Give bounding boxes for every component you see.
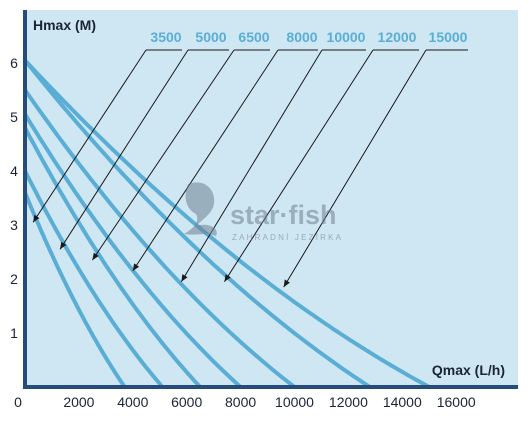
watermark-brand: star·fish bbox=[230, 200, 337, 230]
x-tick-label: 8000 bbox=[225, 394, 256, 410]
y-tick-label: 5 bbox=[10, 109, 18, 125]
legend-label-12000: 12000 bbox=[378, 29, 417, 45]
tick-labels-group: 1 2 3 4 5 6 0 2000 4000 6000 8000 10000 12000 14000 16… bbox=[10, 17, 505, 410]
leader-arrowhead-5000 bbox=[60, 241, 67, 250]
curve-12000 bbox=[23, 58, 372, 389]
leader-lines-group bbox=[32, 49, 468, 288]
legend-label-8000: 8000 bbox=[286, 29, 317, 45]
curve-15000 bbox=[23, 58, 432, 389]
leader-arrowhead-8000 bbox=[132, 263, 140, 271]
leader-arrowhead-10000 bbox=[181, 274, 188, 282]
leader-line-3500 bbox=[32, 49, 147, 223]
y-tick-label: 3 bbox=[10, 217, 18, 233]
leader-arrowhead-12000 bbox=[224, 274, 231, 282]
curves-group bbox=[23, 58, 432, 389]
leader-line-6500 bbox=[91, 49, 235, 261]
x-tick-label: 6000 bbox=[171, 394, 202, 410]
y-tick-label: 6 bbox=[10, 55, 18, 71]
y-tick-label: 1 bbox=[10, 325, 18, 341]
legend-label-6500: 6500 bbox=[238, 29, 269, 45]
x-tick-label: 10000 bbox=[275, 394, 314, 410]
legend-label-10000: 10000 bbox=[327, 29, 366, 45]
axes-group bbox=[23, 10, 518, 389]
leader-line-5000 bbox=[59, 49, 189, 250]
x-tick-label: 12000 bbox=[329, 394, 368, 410]
legend-label-3500: 3500 bbox=[150, 29, 181, 45]
leader-arrowhead-15000 bbox=[283, 279, 290, 288]
leader-line-10000 bbox=[180, 49, 323, 282]
curve-3500 bbox=[23, 190, 127, 389]
leader-line-12000 bbox=[224, 49, 374, 282]
leader-arrowhead-3500 bbox=[33, 214, 40, 223]
curve-10000 bbox=[23, 88, 297, 389]
leader-line-15000 bbox=[283, 49, 427, 288]
x-axis-title: Qmax (L/h) bbox=[432, 362, 505, 378]
leader-arrowhead-6500 bbox=[92, 252, 99, 261]
x-tick-label: 4000 bbox=[117, 394, 148, 410]
curve-5000 bbox=[23, 169, 165, 389]
curve-6500 bbox=[23, 125, 203, 389]
x-tick-label: 0 bbox=[14, 394, 22, 410]
legend-label-5000: 5000 bbox=[195, 29, 226, 45]
koi-fish-logo-icon bbox=[184, 182, 217, 236]
y-tick-label: 2 bbox=[10, 271, 18, 287]
leader-line-8000 bbox=[132, 49, 279, 272]
watermark: star·fish ZAHRADNÍ JEZÍRKA bbox=[184, 182, 343, 242]
y-tick-label: 4 bbox=[10, 163, 18, 179]
plot-background bbox=[25, 10, 518, 387]
legend-labels-group: 3500 5000 6500 8000 10000 12000 15000 bbox=[150, 29, 467, 45]
x-tick-label: 14000 bbox=[383, 394, 422, 410]
x-tick-label: 16000 bbox=[437, 394, 476, 410]
x-tick-label: 2000 bbox=[63, 394, 94, 410]
watermark-tagline: ZAHRADNÍ JEZÍRKA bbox=[232, 233, 343, 242]
y-axis-title: Hmax (M) bbox=[33, 17, 96, 33]
legend-label-15000: 15000 bbox=[429, 29, 468, 45]
